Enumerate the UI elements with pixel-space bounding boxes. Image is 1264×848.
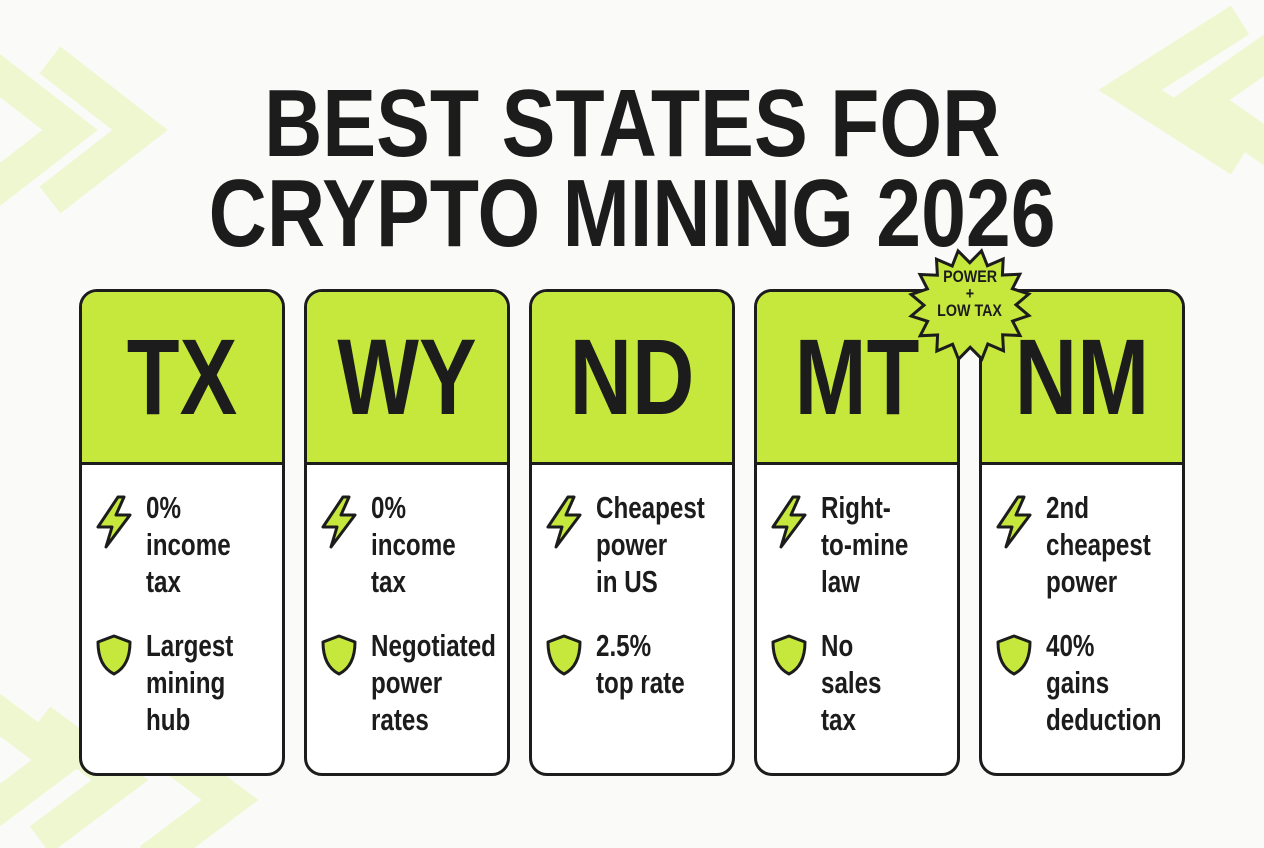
feature-text-line: tax — [146, 564, 181, 599]
feature-text-line: income — [146, 527, 231, 562]
feature-text-line: hub — [146, 702, 191, 737]
feature-text: 0% — [371, 489, 416, 526]
bolt-icon — [769, 495, 809, 554]
badge-text: POWER — [943, 267, 997, 286]
badge-text: + — [965, 284, 975, 303]
shield-icon — [544, 633, 584, 682]
state-card: WY 0% income tax Negotiated power rates — [304, 289, 510, 776]
feature-text: mining — [146, 664, 248, 701]
state-card: NM 2nd cheapest power 40% gains deduction — [979, 289, 1185, 776]
feature-text-line: gains — [1046, 665, 1110, 700]
feature-text-line: law — [821, 564, 860, 599]
state-code: ND — [569, 316, 695, 437]
feature-text: cheapest — [1046, 526, 1180, 563]
feature-text: law — [821, 563, 871, 600]
title-line: BEST STATES FOR — [263, 70, 1001, 177]
state-card: ND Cheapest power in US 2.5% top rate — [529, 289, 735, 776]
shield-icon — [769, 633, 809, 682]
badge-text: LOW TAX — [937, 301, 1003, 320]
card-header: TX — [82, 292, 282, 465]
feature-text-line: rates — [371, 702, 429, 737]
feature-text: No — [821, 627, 862, 664]
feature-text-line: power — [1046, 564, 1118, 599]
bolt-icon — [994, 495, 1034, 554]
state-code: WY — [337, 316, 477, 437]
feature-text: tax — [371, 563, 416, 600]
feature-text: sales — [821, 664, 899, 701]
feature-text-line: cheapest — [1046, 527, 1151, 562]
feature-text-line: Negotiated — [371, 628, 496, 663]
feature-text-line: Right- — [821, 490, 891, 525]
bolt-icon — [544, 495, 584, 554]
title-line: CRYPTO MINING 2026 — [208, 160, 1056, 267]
feature-text: top rate — [596, 664, 710, 701]
feature-text-line: Cheapest — [596, 490, 705, 525]
feature-text-line: in US — [596, 564, 658, 599]
feature-text: Cheapest — [596, 489, 732, 526]
feature-text-line: tax — [371, 564, 406, 599]
card-header: ND — [532, 292, 732, 465]
feature-text-line: sales — [821, 665, 882, 700]
feature-text-line: deduction — [1046, 702, 1162, 737]
feature-text-line: tax — [821, 702, 856, 737]
feature-text: power — [371, 664, 462, 701]
state-code: NM — [1014, 316, 1150, 437]
shield-icon — [994, 633, 1034, 682]
feature-text-line: power — [596, 527, 668, 562]
bolt-icon — [94, 495, 134, 554]
feature-text: Right- — [821, 489, 911, 526]
feature-text-line: to-mine — [821, 527, 909, 562]
feature-text: tax — [146, 563, 191, 600]
state-code: TX — [126, 316, 238, 437]
feature-text: 40% — [1046, 627, 1108, 664]
feature-text-line: 2nd — [1046, 490, 1089, 525]
feature-text: 2.5% — [596, 627, 667, 664]
state-code: MT — [794, 316, 920, 437]
feature-text: income — [146, 526, 255, 563]
feature-text-line: 40% — [1046, 628, 1095, 663]
state-card: TX 0% income tax Largest mining hub — [79, 289, 285, 776]
card-header: WY — [307, 292, 507, 465]
feature-text: Largest — [146, 627, 258, 664]
feature-text-line: power — [371, 665, 443, 700]
feature-text: tax — [821, 701, 866, 738]
feature-text-line: mining — [146, 665, 226, 700]
feature-text-line: 2.5% — [596, 628, 652, 663]
feature-text: in US — [596, 563, 675, 600]
shield-icon — [94, 633, 134, 682]
feature-text-line: 0% — [146, 490, 181, 525]
feature-text: rates — [371, 701, 445, 738]
bolt-icon — [319, 495, 359, 554]
shield-icon — [319, 633, 359, 682]
feature-text: gains — [1046, 664, 1127, 701]
feature-text: 2nd — [1046, 489, 1101, 526]
feature-text: hub — [146, 701, 203, 738]
feature-text: to-mine — [821, 526, 933, 563]
feature-text-line: No — [821, 628, 854, 663]
feature-text: power — [596, 526, 687, 563]
card-header: MT — [757, 292, 957, 465]
feature-text: Negotiated — [371, 627, 507, 664]
feature-text: 0% — [146, 489, 191, 526]
state-card: MT Right-to-mine law No sales tax — [754, 289, 960, 776]
feature-text-line: income — [371, 527, 456, 562]
feature-text: income — [371, 526, 480, 563]
feature-text-line: Largest — [146, 628, 234, 663]
feature-text-line: top rate — [596, 665, 685, 700]
feature-text: power — [1046, 563, 1137, 600]
badge-star — [908, 248, 1032, 362]
feature-text-line: 0% — [371, 490, 406, 525]
feature-text: deduction — [1046, 701, 1182, 738]
